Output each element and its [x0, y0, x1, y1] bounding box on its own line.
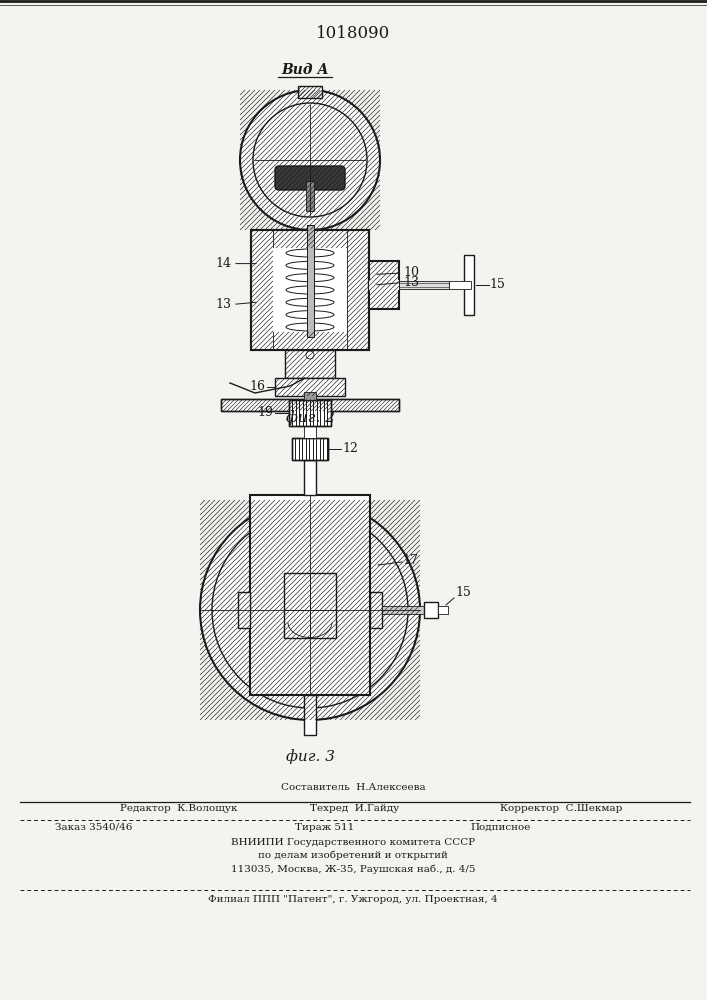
- Text: фиг. 2: фиг. 2: [286, 411, 334, 425]
- Ellipse shape: [286, 274, 334, 282]
- Bar: [298, 86, 322, 98]
- Bar: [304, 460, 316, 495]
- Bar: [292, 438, 328, 460]
- Text: 19: 19: [257, 406, 273, 420]
- Bar: [382, 606, 424, 614]
- Bar: [399, 281, 449, 289]
- Bar: [289, 400, 331, 426]
- Bar: [251, 230, 369, 350]
- Bar: [370, 592, 382, 628]
- Bar: [369, 280, 399, 290]
- Circle shape: [212, 512, 408, 708]
- Text: 16: 16: [249, 380, 265, 393]
- Ellipse shape: [286, 261, 334, 269]
- Bar: [251, 230, 369, 350]
- Circle shape: [200, 500, 420, 720]
- Ellipse shape: [286, 249, 334, 257]
- Ellipse shape: [286, 323, 334, 331]
- Bar: [464, 255, 474, 315]
- Bar: [284, 572, 336, 638]
- Text: Подписное: Подписное: [470, 823, 530, 832]
- Text: 13: 13: [403, 276, 419, 289]
- Text: 15: 15: [489, 278, 505, 292]
- Text: 17: 17: [402, 554, 418, 566]
- Bar: [304, 695, 316, 735]
- Bar: [221, 399, 399, 411]
- Text: 1018090: 1018090: [316, 25, 390, 42]
- Bar: [306, 181, 314, 211]
- Bar: [438, 606, 448, 614]
- Text: Заказ 3540/46: Заказ 3540/46: [55, 823, 132, 832]
- Bar: [292, 438, 328, 460]
- Bar: [289, 400, 331, 426]
- Text: Корректор  С.Шекмар: Корректор С.Шекмар: [500, 804, 622, 813]
- Text: Техред  И.Гайду: Техред И.Гайду: [310, 804, 399, 813]
- Bar: [285, 350, 335, 378]
- Text: 10: 10: [403, 266, 419, 279]
- Text: по делам изобретений и открытий: по делам изобретений и открытий: [258, 851, 448, 860]
- Text: Филиал ППП "Патент", г. Ужгород, ул. Проектная, 4: Филиал ППП "Патент", г. Ужгород, ул. Про…: [208, 895, 498, 904]
- Bar: [250, 495, 370, 695]
- Bar: [304, 392, 316, 400]
- Bar: [221, 399, 399, 411]
- Text: 113035, Москва, Ж-35, Раушская наб., д. 4/5: 113035, Москва, Ж-35, Раушская наб., д. …: [230, 864, 475, 874]
- Text: фиг. 3: фиг. 3: [286, 750, 334, 764]
- Bar: [251, 230, 273, 350]
- Circle shape: [240, 90, 380, 230]
- Ellipse shape: [286, 298, 334, 306]
- Bar: [424, 602, 438, 618]
- Text: Вид А: Вид А: [281, 63, 329, 77]
- Bar: [347, 230, 369, 350]
- Bar: [273, 248, 347, 332]
- Bar: [275, 378, 345, 396]
- Text: 14: 14: [215, 257, 231, 270]
- Bar: [307, 225, 313, 337]
- Circle shape: [253, 103, 367, 217]
- Text: Составитель  Н.Алексеева: Составитель Н.Алексеева: [281, 784, 426, 792]
- Bar: [369, 261, 399, 309]
- Bar: [238, 592, 250, 628]
- Text: 12: 12: [342, 442, 358, 456]
- Text: 13: 13: [215, 298, 231, 311]
- Bar: [449, 281, 471, 289]
- Ellipse shape: [286, 286, 334, 294]
- Text: 15: 15: [455, 585, 471, 598]
- FancyBboxPatch shape: [275, 166, 345, 190]
- Text: Тираж 511: Тираж 511: [295, 823, 354, 832]
- Circle shape: [306, 351, 314, 359]
- Bar: [304, 426, 316, 438]
- Ellipse shape: [286, 311, 334, 319]
- Text: Редактор  К.Волощук: Редактор К.Волощук: [120, 804, 238, 813]
- Text: ВНИИПИ Государственного комитета СССР: ВНИИПИ Государственного комитета СССР: [231, 838, 475, 847]
